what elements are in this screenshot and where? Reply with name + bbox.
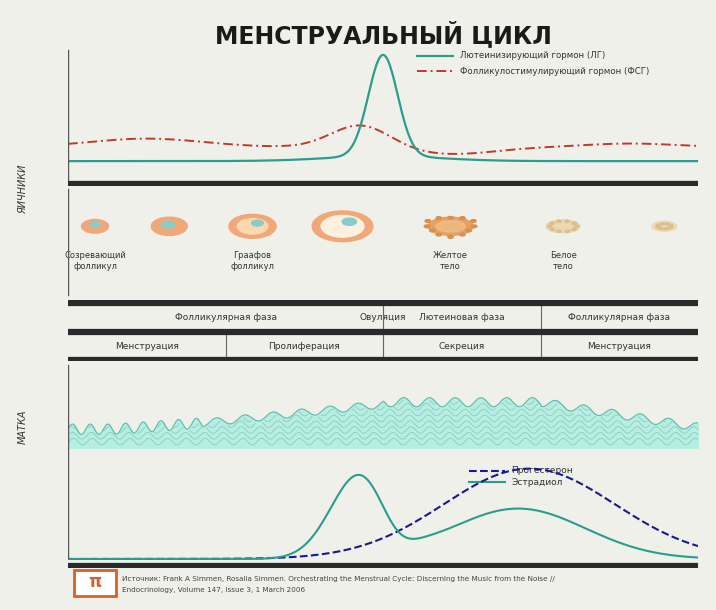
Circle shape xyxy=(460,217,465,220)
Circle shape xyxy=(161,221,175,228)
Circle shape xyxy=(82,220,109,233)
Circle shape xyxy=(669,224,673,226)
Circle shape xyxy=(556,230,561,232)
Circle shape xyxy=(425,225,430,228)
Circle shape xyxy=(472,225,477,228)
Text: Фолликулостимулирующий гормон (ФСГ): Фолликулостимулирующий гормон (ФСГ) xyxy=(460,66,649,76)
Circle shape xyxy=(470,220,476,222)
Circle shape xyxy=(430,229,435,232)
Text: Пролиферация: Пролиферация xyxy=(268,342,340,351)
Circle shape xyxy=(550,222,554,224)
Text: Овуляция: Овуляция xyxy=(360,314,406,322)
Circle shape xyxy=(550,228,554,231)
Circle shape xyxy=(436,217,442,220)
Text: Граафов
фолликул: Граафов фолликул xyxy=(231,251,274,271)
Circle shape xyxy=(565,230,569,232)
Circle shape xyxy=(90,222,100,227)
Circle shape xyxy=(466,229,471,232)
Circle shape xyxy=(565,220,569,223)
Circle shape xyxy=(251,220,263,226)
Circle shape xyxy=(425,220,430,222)
Circle shape xyxy=(665,223,669,225)
Circle shape xyxy=(321,215,364,237)
Text: Желтое
тело: Желтое тело xyxy=(433,251,468,271)
Text: Секреция: Секреция xyxy=(439,342,485,351)
Text: π: π xyxy=(88,573,102,592)
Text: Источник: Frank A Simmen, Rosalia Simmen. Orchestrating the Menstrual Cycle: Dis: Источник: Frank A Simmen, Rosalia Simmen… xyxy=(122,576,555,582)
Text: Прогестерон: Прогестерон xyxy=(511,466,573,475)
Circle shape xyxy=(342,218,357,225)
Text: Созревающий
фолликул: Созревающий фолликул xyxy=(64,251,126,271)
Circle shape xyxy=(659,228,663,229)
Circle shape xyxy=(151,217,188,235)
Text: Лютеиновая фаза: Лютеиновая фаза xyxy=(419,314,505,322)
Circle shape xyxy=(574,225,579,228)
Circle shape xyxy=(312,211,373,242)
Circle shape xyxy=(656,226,660,228)
Text: Менструация: Менструация xyxy=(115,342,179,351)
Text: Endocrinology, Volume 147, Issue 3, 1 March 2006: Endocrinology, Volume 147, Issue 3, 1 Ma… xyxy=(122,587,305,592)
Circle shape xyxy=(547,225,552,228)
Circle shape xyxy=(448,235,453,239)
Text: МЕНСТРУАЛЬНЫЙ ЦИКЛ: МЕНСТРУАЛЬНЫЙ ЦИКЛ xyxy=(215,21,551,48)
Circle shape xyxy=(668,226,672,229)
FancyBboxPatch shape xyxy=(74,570,116,596)
Circle shape xyxy=(237,218,268,234)
Circle shape xyxy=(660,223,664,225)
Text: Лютеинизирующий гормон (ЛГ): Лютеинизирующий гормон (ЛГ) xyxy=(460,51,605,60)
Circle shape xyxy=(664,228,668,230)
Circle shape xyxy=(657,224,660,226)
Text: ЯИЧНИКИ: ЯИЧНИКИ xyxy=(18,165,28,214)
Circle shape xyxy=(436,233,442,236)
Text: Менструация: Менструация xyxy=(587,342,652,351)
Ellipse shape xyxy=(546,220,580,233)
Ellipse shape xyxy=(652,221,677,231)
Circle shape xyxy=(448,217,453,219)
Text: МАТКА: МАТКА xyxy=(18,410,28,444)
Text: Фолликулярная фаза: Фолликулярная фаза xyxy=(175,314,276,322)
Circle shape xyxy=(229,214,276,239)
Text: Фолликулярная фаза: Фолликулярная фаза xyxy=(569,314,670,322)
Ellipse shape xyxy=(436,221,465,232)
Ellipse shape xyxy=(428,217,473,235)
Circle shape xyxy=(572,222,576,224)
Circle shape xyxy=(572,228,576,231)
Text: Эстрадиол: Эстрадиол xyxy=(511,478,563,487)
Circle shape xyxy=(460,233,465,236)
Text: Белое
тело: Белое тело xyxy=(550,251,576,271)
Circle shape xyxy=(556,220,561,223)
